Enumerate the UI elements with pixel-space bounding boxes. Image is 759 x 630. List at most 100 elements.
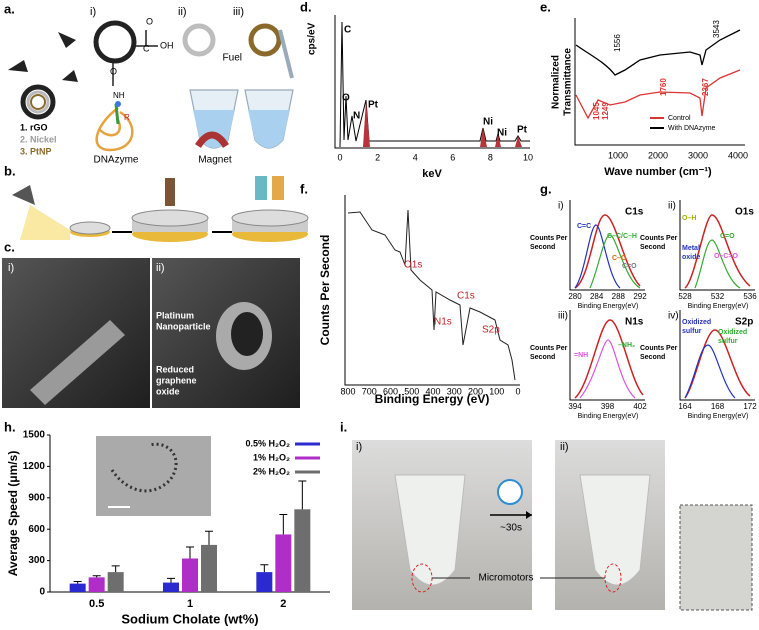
error-bar [279,514,288,535]
panel-label: b. [4,163,16,178]
label: ii) [668,201,676,212]
error-bar [92,575,101,578]
bar [182,558,198,592]
x-tick-label: 300 [447,386,462,396]
label: N [353,111,360,122]
x-tick-label: 4000 [728,150,748,160]
bar [88,577,105,592]
label: Transmittance [563,48,574,116]
y-tick-label: 600 [28,524,45,535]
label: sulfur [682,328,702,335]
label: Metal [682,245,700,252]
bar [69,583,86,592]
label: i) [558,201,564,212]
label: Reduced [156,364,194,374]
spectrum-f [344,195,520,386]
label: C1s [625,207,644,218]
label: Ni [497,128,507,139]
label: C–C/C–H [607,233,637,240]
panel-label: d. [300,0,312,14]
panel-label: c. [4,239,15,254]
legend-label: 2% H₂O₂ [253,466,290,476]
x-tick-label: 3000 [688,150,708,160]
spectrum-d [334,15,530,149]
x-tick-label: 394 [568,402,582,411]
label: S2p [735,317,753,328]
error-bar [205,530,213,545]
label: S2p [482,325,500,336]
label: O1s [735,207,754,218]
label: Counts Per [530,345,568,352]
label: Platinum [156,310,194,320]
x-tick-label: 164 [678,402,692,411]
label: DNAzyme [93,155,138,166]
x-tick-label: 1000 [608,150,628,160]
error-bar [111,565,120,573]
x-tick-label: 0 [515,386,520,396]
panel-label: g. [540,181,552,196]
label: Binding Energy(eV) [578,303,639,310]
bar [294,509,311,592]
x-tick-label: 528 [678,292,692,301]
label: i) [90,6,96,18]
label: Binding Energy(eV) [688,413,749,420]
x-tick-label: 6 [450,152,455,162]
error-bar [167,577,175,583]
x-tick-label: 200 [468,386,483,396]
label: Counts Per [640,235,678,242]
label: Micromotors [478,573,533,584]
label: cps/eV [307,22,318,55]
label: O [146,16,153,26]
panel-label: a. [4,1,15,16]
x-tick-label: 4 [413,152,418,162]
x-tick-label: 100 [489,386,504,396]
x-tick-label: 2 [280,598,286,610]
zoom-photo [679,504,753,611]
label: 2367 [701,78,710,96]
label: Fuel [223,53,242,64]
highlight [604,563,622,593]
panel-label: e. [540,0,551,14]
y-axis-label: Average Speed (μm/s) [6,451,20,577]
label: 1760 [659,78,668,96]
label: 1045 [592,102,601,120]
legend-label: 0.5% H₂O₂ [245,438,290,448]
label: Oxidized [682,319,711,326]
bar [256,572,273,592]
label: O–C=O [714,253,738,260]
x-tick-label: 8 [488,152,493,162]
label: Normalized [551,55,562,109]
label: NH [113,91,125,100]
label: Binding Energy (eV) [375,392,490,406]
legend-label: 1% H₂O₂ [253,452,290,462]
label: 1. rGO [20,122,48,132]
label: –NH₂ [618,342,635,349]
y-tick-label: 300 [28,555,45,566]
illustration-b [12,176,309,242]
x-tick-label: 800 [340,386,355,396]
x-tick-label: 280 [568,292,582,301]
x-tick-label: 0.5 [89,598,104,610]
y-tick-label: 0 [39,587,45,598]
x-tick-label: 400 [425,386,440,396]
label: iii) [558,311,568,322]
label: ii) [178,6,187,18]
error-bar [298,480,307,510]
label: C [344,25,351,36]
label: graphene [156,375,197,385]
label: ii) [156,262,165,274]
label: Counts Per [530,235,568,242]
label: iii) [233,6,244,18]
bar [275,534,292,592]
panel-label: f. [300,181,308,196]
label: N1s [625,317,644,328]
tube [394,474,466,586]
x-tick-label: 2000 [648,150,668,160]
y-tick-label: 1200 [23,461,46,472]
error-bar [73,581,82,584]
label: Pt [368,100,379,111]
label: Control [668,115,691,122]
x-tick-label: 288 [612,292,626,301]
tube [30,320,125,405]
